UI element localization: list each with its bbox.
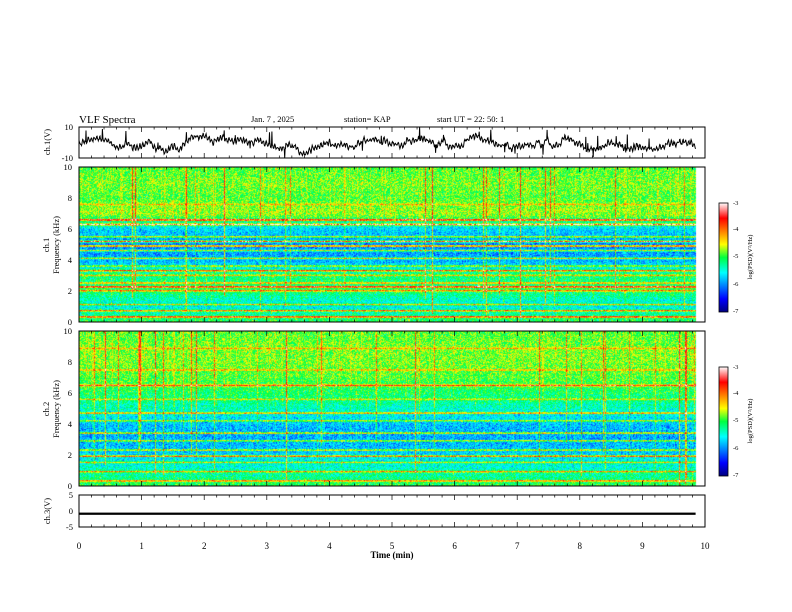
ch1-cbar-tick-m6: -6 (733, 281, 739, 288)
ch2-freq-tick-10: 10 (64, 326, 73, 336)
ch1-cbar-tick-m5: -5 (733, 253, 738, 260)
time-tick-9: 9 (640, 541, 645, 551)
ch3-ytick-mid: 0 (69, 506, 73, 516)
ch1-spectrogram-ticks (78, 167, 706, 322)
time-tick-10: 10 (701, 541, 711, 551)
ch1-waveform-panel: 10 -10 ch.1(V) (42, 122, 706, 163)
ch2-spectrogram-ticks (78, 331, 706, 486)
time-tick-5: 5 (390, 541, 395, 551)
ch2-cbar-tick-m4: -4 (733, 390, 739, 397)
ch2-cbar-tick-m3: -3 (733, 364, 738, 371)
ch3-waveform-band (79, 512, 696, 515)
ch1-freq-tick-10: 10 (64, 162, 73, 172)
ch3-ytick-top: 5 (69, 490, 73, 500)
ch2-spectrogram-panel: 0 2 4 6 8 10 ch.2 Frequency (kHz) (41, 326, 706, 491)
ch2-cbar-tick-m7: -7 (733, 472, 739, 479)
ch2-freq-tick-8: 8 (68, 357, 72, 367)
ch3-waveform-ticks (78, 495, 706, 527)
ch1-cbar-tick-m7: -7 (733, 308, 739, 315)
ch1-freq-tick-2: 2 (68, 286, 72, 296)
time-tick-3: 3 (265, 541, 270, 551)
ch2-spectrogram-ylabel-freq: Frequency (kHz) (51, 380, 61, 438)
ch3-waveform-panel: 5 0 -5 ch.3(V) (42, 490, 706, 532)
ch2-colorbar-label: log(PSD)(V²/Hz) (747, 399, 754, 444)
time-tick-4: 4 (327, 541, 332, 551)
ch2-freq-tick-2: 2 (68, 450, 72, 460)
ch2-spectrogram-image (79, 331, 705, 486)
time-tick-1: 1 (139, 541, 144, 551)
ch2-freq-tick-6: 6 (68, 388, 72, 398)
ch2-cbar-tick-m5: -5 (733, 417, 738, 424)
figure-title: VLF Spectra (79, 114, 136, 126)
ch1-colorbar-gradient (718, 202, 729, 313)
ch1-freq-tick-8: 8 (68, 193, 72, 203)
ch1-spectrogram-ylabel-freq: Frequency (kHz) (51, 216, 61, 274)
ch1-ytick-top: 10 (65, 122, 74, 132)
ch1-freq-tick-6: 6 (68, 224, 72, 234)
ch1-freq-tick-4: 4 (68, 255, 73, 265)
ch1-waveform-ylabel: ch.1(V) (42, 129, 52, 155)
ch2-colorbar-gradient (718, 366, 729, 477)
ch1-cbar-tick-m3: -3 (733, 200, 738, 207)
ch1-spectrogram-ylabel-channel: ch.1 (41, 238, 51, 252)
time-axis-label: Time (min) (370, 550, 413, 560)
ch1-freq-tick-0: 0 (68, 317, 72, 327)
time-tick-0: 0 (77, 541, 82, 551)
ch1-waveform-line (78, 126, 697, 159)
ch2-cbar-tick-m6: -6 (733, 445, 739, 452)
ch1-spectrogram-image (79, 167, 705, 322)
ch3-ytick-bottom: -5 (66, 522, 73, 532)
ch1-colorbar-label: log(PSD)(V²/Hz) (747, 235, 754, 280)
ch2-freq-tick-4: 4 (68, 419, 73, 429)
ch1-cbar-tick-m4: -4 (733, 226, 739, 233)
time-tick-2: 2 (202, 541, 207, 551)
start-time-label: start UT = 22: 50: 1 (437, 114, 504, 124)
ch2-colorbar: -3 -4 -5 -6 -7 log(PSD)(V²/Hz) (718, 364, 754, 479)
date-label: Jan. 7 , 2025 (251, 114, 294, 124)
ch3-waveform-ylabel: ch.3(V) (42, 498, 52, 524)
ch2-freq-tick-0: 0 (68, 481, 72, 491)
time-tick-8: 8 (578, 541, 583, 551)
station-label: station= KAP (344, 114, 391, 124)
ch1-waveform-ticks (78, 127, 706, 158)
ch1-spectrogram-panel: 0 2 4 6 8 10 ch.1 Frequency (kHz) (41, 162, 706, 327)
ch1-ytick-bottom: -10 (62, 153, 73, 163)
ch1-colorbar: -3 -4 -5 -6 -7 log(PSD)(V²/Hz) (718, 200, 754, 315)
ch2-spectrogram-ylabel-channel: ch.2 (41, 402, 51, 416)
time-tick-7: 7 (515, 541, 520, 551)
time-axis: 0 1 2 3 4 5 6 7 8 9 10 Time (min) (77, 541, 710, 560)
time-tick-6: 6 (452, 541, 457, 551)
